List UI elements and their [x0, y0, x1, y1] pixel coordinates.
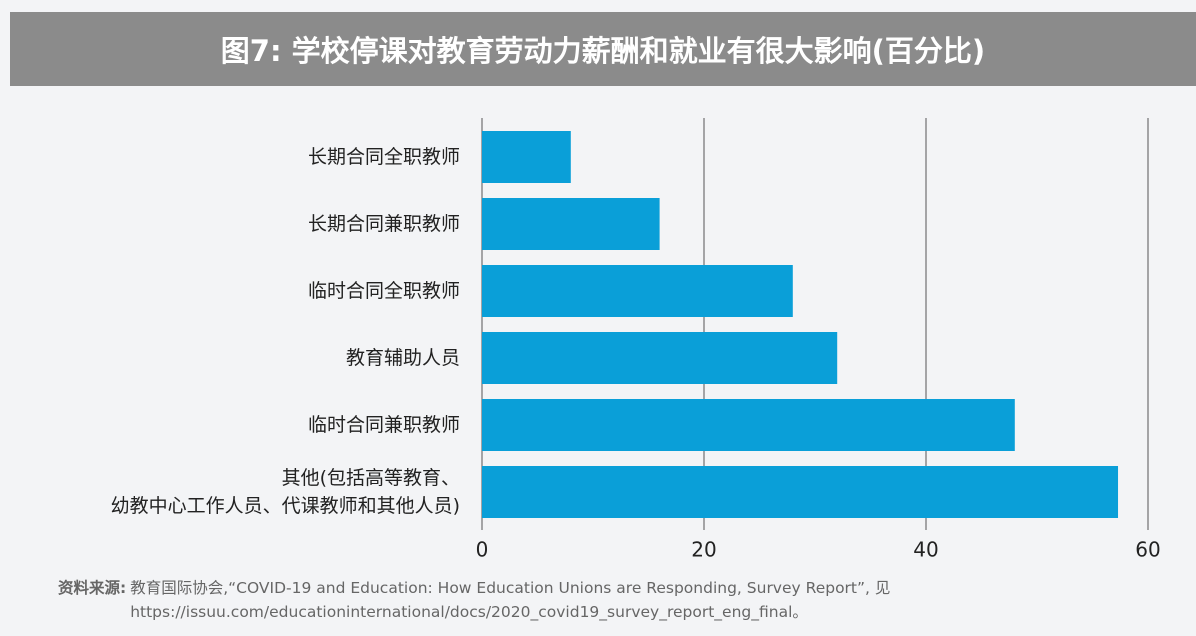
- bar: [482, 198, 660, 250]
- x-tick-label: 40: [913, 538, 938, 562]
- x-tick-label: 20: [691, 538, 716, 562]
- bar: [482, 332, 838, 384]
- source-text: 教育国际协会,“COVID-19 and Education: How Educ…: [130, 579, 891, 621]
- y-tick-label: 长期合同兼职教师: [307, 213, 460, 235]
- source: 资料来源: 教育国际协会,“COVID-19 and Education: Ho…: [58, 576, 890, 624]
- y-tick-label: 临时合同兼职教师: [307, 414, 460, 436]
- bar: [482, 131, 571, 183]
- y-tick-label: 教育辅助人员: [345, 347, 460, 369]
- chart-title: 图7: 学校停课对教育劳动力薪酬和就业有很大影响(百分比): [10, 12, 1196, 86]
- y-tick-label: 其他(包括高等教育、 幼教中心工作人员、代课教师和其他人员): [110, 467, 460, 517]
- y-tick-label: 临时合同全职教师: [307, 280, 460, 302]
- y-tick-label: 长期合同全职教师: [307, 146, 460, 168]
- bar: [482, 399, 1015, 451]
- x-tick-label: 0: [476, 538, 489, 562]
- x-tick-label: 60: [1135, 538, 1160, 562]
- source-label: 资料来源:: [58, 579, 127, 597]
- bar: [482, 265, 793, 317]
- bar: [482, 466, 1119, 518]
